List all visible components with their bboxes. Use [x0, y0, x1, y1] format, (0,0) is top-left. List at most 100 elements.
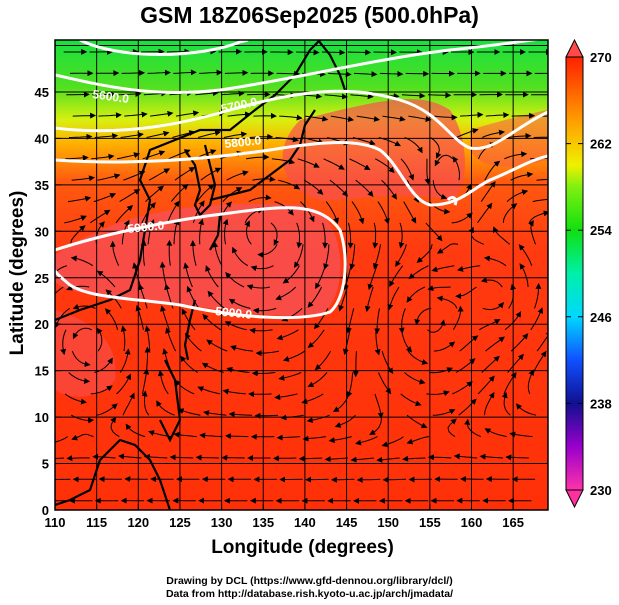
streamline — [222, 218, 229, 245]
streamline — [222, 388, 246, 395]
streamline — [518, 244, 533, 266]
streamline — [350, 456, 374, 463]
streamline — [355, 179, 374, 198]
streamline — [404, 372, 426, 385]
streamline — [205, 265, 219, 288]
y-tick-label: 5 — [42, 457, 49, 472]
streamline — [329, 179, 348, 197]
streamline — [189, 240, 197, 266]
streamline — [305, 115, 329, 122]
streamline — [226, 366, 250, 373]
colorbar-tick-label: 270 — [590, 50, 612, 65]
x-tick-label: 110 — [45, 515, 66, 530]
streamline — [142, 368, 150, 394]
streamline — [382, 476, 407, 483]
streamline — [432, 180, 448, 200]
streamline — [477, 202, 493, 224]
streamline — [455, 286, 477, 300]
streamline — [195, 90, 219, 97]
streamline — [510, 333, 529, 352]
streamline — [223, 131, 248, 138]
streamline — [60, 329, 67, 356]
streamline — [402, 455, 426, 462]
streamline — [427, 454, 452, 461]
streamline — [90, 385, 113, 395]
streamline — [484, 160, 501, 181]
streamline — [427, 319, 446, 333]
streamline — [356, 115, 380, 122]
contour-label-5900-north: 5900.0 — [127, 218, 165, 236]
streamline — [430, 367, 454, 374]
streamline — [528, 219, 536, 245]
streamline — [477, 375, 495, 395]
streamline — [89, 209, 111, 224]
credit-data: Data from http://database.rish.kyoto-u.a… — [165, 588, 454, 600]
streamline — [414, 307, 432, 326]
x-tick-label: 150 — [377, 515, 399, 530]
x-tick-label: 135 — [252, 515, 274, 530]
streamline — [95, 221, 105, 245]
streamline — [232, 246, 249, 267]
streamline — [173, 218, 180, 245]
streamline — [183, 262, 193, 288]
streamline — [195, 454, 219, 461]
streamline — [401, 92, 426, 99]
streamline — [374, 393, 384, 419]
streamline — [404, 137, 423, 154]
streamline — [282, 265, 300, 284]
streamline — [515, 403, 537, 416]
colorbar-tick-label: 254 — [590, 223, 612, 238]
streamline — [372, 222, 379, 249]
streamline — [144, 325, 151, 352]
streamline — [338, 286, 348, 312]
streamline — [282, 350, 305, 362]
streamline — [224, 321, 247, 331]
streamline — [349, 244, 356, 270]
streamline — [55, 457, 65, 460]
streamline — [70, 255, 94, 267]
streamline — [119, 189, 141, 203]
streamline — [459, 111, 484, 118]
streamline — [156, 400, 175, 416]
streamline — [407, 350, 429, 365]
streamline — [527, 369, 534, 395]
streamline — [275, 136, 299, 143]
streamline — [427, 92, 452, 99]
streamline — [378, 137, 401, 147]
streamline — [350, 93, 374, 100]
streamline — [436, 243, 459, 254]
streamline — [275, 286, 297, 301]
credit-drawing: Drawing by DCL (https://www.gfd-dennou.o… — [166, 575, 453, 587]
streamline — [389, 265, 404, 287]
streamline — [255, 350, 280, 357]
streamline — [484, 428, 507, 438]
streamline — [408, 265, 429, 280]
streamline — [406, 414, 428, 429]
contour-5900 — [55, 206, 347, 320]
streamline — [298, 455, 323, 462]
streamline — [434, 114, 458, 121]
streamline — [492, 226, 511, 245]
warm-region-west — [55, 310, 116, 397]
streamline — [377, 201, 390, 225]
streamline — [306, 414, 330, 424]
streamline — [200, 167, 222, 181]
streamline — [172, 130, 196, 138]
streamline — [143, 453, 168, 460]
streamline — [457, 265, 481, 272]
y-tick-label: 30 — [35, 224, 49, 239]
streamline — [196, 183, 215, 202]
streamline — [252, 307, 277, 314]
streamline — [430, 137, 442, 159]
streamline — [55, 286, 64, 295]
streamline — [173, 69, 197, 76]
streamline — [116, 373, 132, 395]
streamline — [468, 226, 484, 245]
streamline — [124, 111, 148, 118]
streamline — [334, 414, 356, 428]
streamline — [323, 244, 330, 270]
streamline — [165, 327, 177, 352]
streamline — [141, 390, 150, 416]
streamline — [434, 154, 454, 167]
